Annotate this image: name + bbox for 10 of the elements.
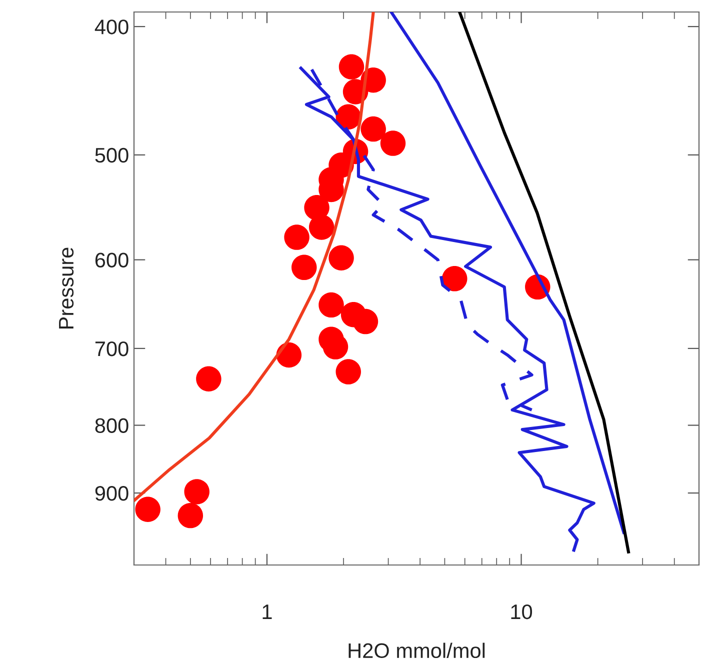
y-tick-label: 900 [95,486,128,501]
y-tick-label: 800 [95,418,128,434]
y-tick-label: 500 [95,148,128,163]
x-axis-title: H2O mmol/mol [348,642,485,658]
x-tick-label: 1 [262,604,272,619]
x-tick-label: 10 [511,604,532,620]
y-axis-title: Pressure [59,248,74,328]
y-tick-label: 400 [94,20,128,34]
y-tick-label: 700 [95,341,128,356]
y-tick-label: 600 [95,252,128,268]
